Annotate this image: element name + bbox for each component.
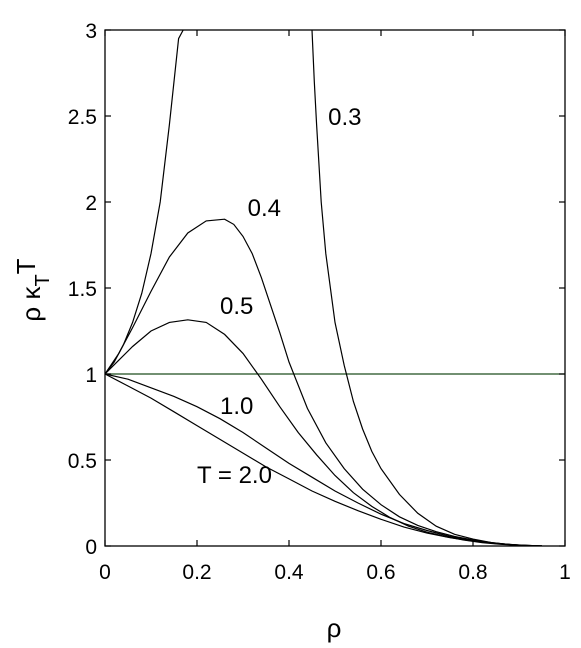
svg-text:ρ κTT: ρ κTT [11, 258, 54, 321]
series-line-2 [105, 218, 543, 546]
series-line-4 [105, 373, 543, 546]
x-tick-label: 1 [559, 561, 571, 584]
curve-label: 0.3 [328, 104, 361, 131]
curve-label: 0.4 [248, 195, 281, 222]
series-line-5 [105, 373, 543, 546]
y-axis-title: ρ κTT [11, 258, 54, 321]
x-tick-label: 0.2 [182, 561, 211, 584]
curve-label: 1.0 [220, 393, 253, 420]
curve-label: 0.5 [220, 293, 253, 320]
y-axis-title-base: ρ κ [16, 286, 46, 322]
y-tick-label: 1.5 [68, 278, 97, 301]
curve-label: T = 2.0 [197, 462, 272, 489]
x-tick-label: 0 [99, 561, 111, 584]
x-axis-title: ρ [327, 613, 342, 643]
series-line-3 [105, 319, 543, 546]
y-tick-label: 2 [85, 192, 97, 215]
y-tick-label: 1 [85, 364, 97, 387]
y-tick-label: 3 [85, 20, 97, 43]
y-axis-title-sub: T [32, 274, 54, 286]
y-tick-label: 0.5 [68, 450, 97, 473]
x-tick-label: 0.6 [366, 561, 395, 584]
y-tick-label: 0 [85, 536, 97, 559]
x-tick-label: 0.4 [274, 561, 304, 584]
y-tick-label: 2.5 [68, 106, 97, 129]
x-tick-label: 0.8 [458, 561, 487, 584]
y-axis-title-tail: T [11, 258, 41, 274]
